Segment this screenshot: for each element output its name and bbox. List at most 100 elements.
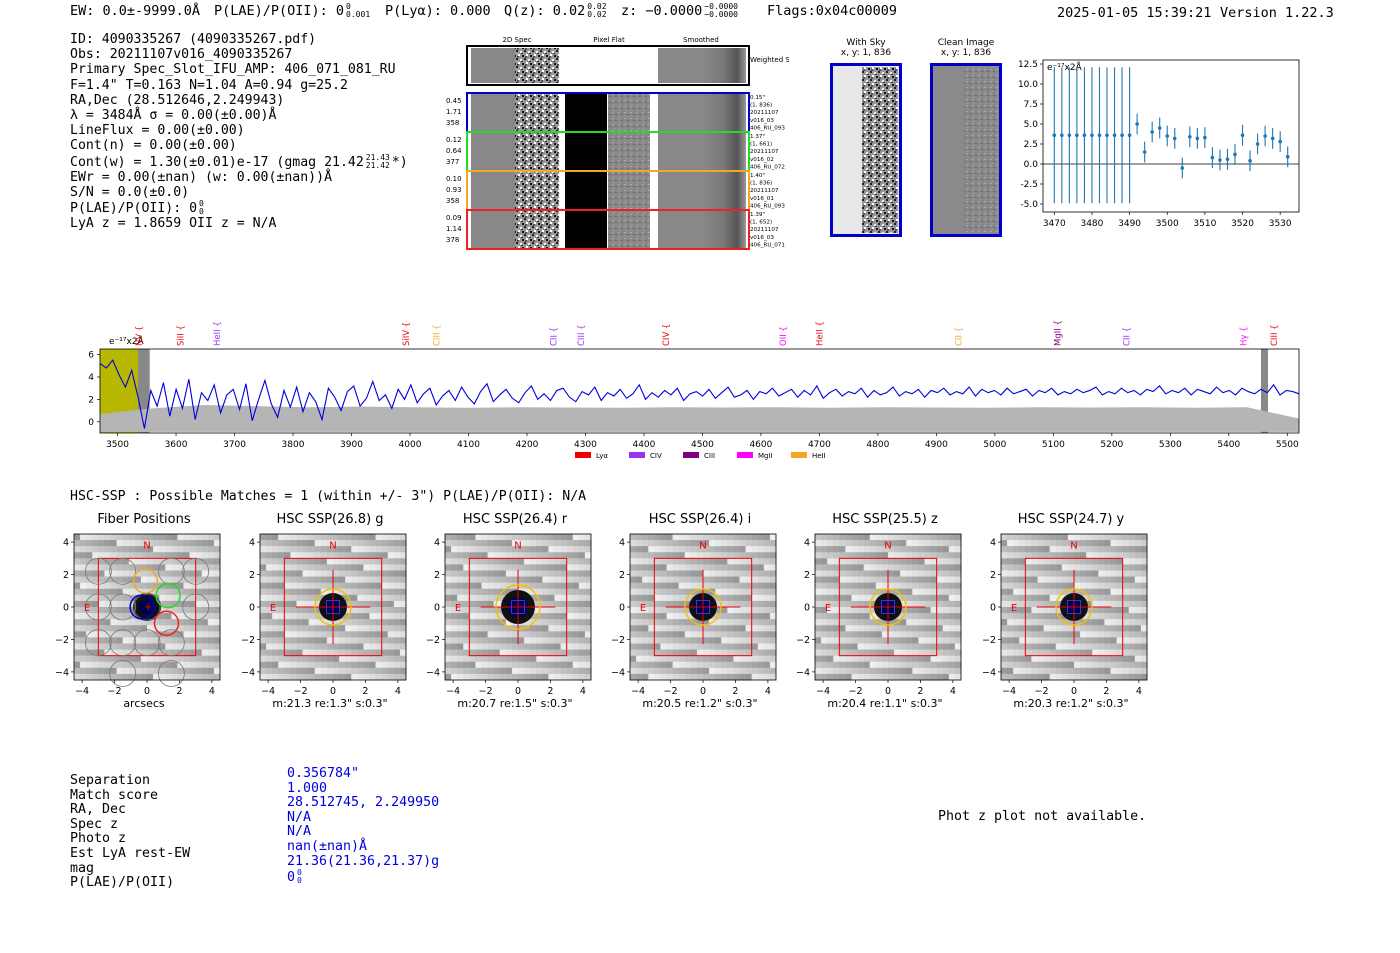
stamp-ytick-label: 2 [990,570,996,581]
stamp-ytick-label: 0 [804,603,810,614]
stamp-xtick-label: 4 [209,686,215,697]
zoom-point [1097,133,1102,137]
stamp-ytick-label: 4 [63,538,69,549]
cutout-row-frame [466,209,750,250]
fiber-circle [109,593,137,621]
full-xtick-label: 4000 [399,440,422,450]
zoom-point [1255,142,1260,146]
fiber-fourth [153,610,180,636]
hsc-matches-line: HSC-SSP : Possible Matches = 1 (within +… [70,489,587,504]
stamp-ytick-label: −2 [611,635,625,646]
fiber-circle [182,593,210,621]
full-xtick-label: 4300 [574,440,597,450]
stamp-ellipse [684,588,722,626]
zoom-xtick-label: 3480 [1080,219,1103,229]
fiber-circle [157,660,185,687]
stamp-xtick-label: −4 [1002,686,1016,697]
zoom-point [1210,155,1215,160]
zoom-point [1157,126,1162,130]
zoom-point [1180,166,1185,170]
cutout-meta: v016_01 [750,196,774,202]
stamp-fiber-box [696,600,710,614]
zoom-point [1082,133,1087,137]
zoom-point [1150,130,1154,134]
full-xtick-label: 4800 [866,440,889,450]
full-ytick-label: 0 [88,418,94,428]
stamp-aperture-box [1024,557,1124,657]
zoom-xtick-label: 3510 [1193,219,1216,229]
stamp-ytick-label: 0 [63,603,69,614]
full-xtick-label: 3900 [340,440,363,450]
stamp-xtick-label: 4 [1136,686,1142,697]
header-plae: P(LAE)/P(OII): 0 0 0.001 [214,2,371,20]
header-flags: Flags:0x04c00009 [767,3,898,19]
zoom-point [1142,150,1147,154]
zoom-point [1135,122,1139,126]
zoom-xtick-label: 3530 [1269,219,1292,229]
stamp-ytick-label: −2 [426,635,440,646]
weighted-sum-row: Weighted Sum [466,45,801,86]
stamp-east-label: E [455,603,461,614]
full-xtick-label: 3500 [106,440,129,450]
full-line-label: CIV { [662,324,672,346]
cutout-meta: 406_RU_093 [750,125,785,131]
info-ewr: EWr = 0.00(±nan) (w: 0.00(±nan))Å [70,169,333,185]
full-line-label: CII { [549,327,559,346]
zoom-point [1203,135,1207,140]
stamp-xtick-label: 4 [580,686,586,697]
zoom-ytick-label: -2.5 [1020,180,1038,190]
fiber-circle [109,629,137,657]
legend-swatch [737,452,753,458]
match-value: nan(±nan)Å [287,838,368,854]
fiber-circle [109,557,137,585]
stamp-source-core [139,599,155,615]
cutout-weight: 1.71 [446,108,462,116]
fiber-circle [84,593,112,621]
stamp-east-label: E [1011,603,1017,614]
zoom-point [1225,157,1230,161]
stamp-xtick-label: 0 [885,686,891,697]
stamp-xtick-label: 4 [950,686,956,697]
stamp-ellipse [314,588,352,626]
full-xtick-label: 4200 [516,440,539,450]
fiber-circle [182,557,210,585]
info-radec: RA,Dec (28.512646,2.249943) [70,92,285,108]
zoom-point [1278,139,1282,144]
clean-coords: x, y: 1, 836 [940,48,992,58]
info-lya: LyA z = 1.8659 OII z = N/A [70,216,277,232]
cutout-meta: (1, 652) [750,220,772,226]
cutout-meta: (1, 836) [750,181,772,187]
zoom-point [1165,134,1170,138]
full-spectrum-line [99,359,1300,429]
stamp-xlabel: arcsecs [123,697,165,710]
zoom-xtick-label: 3490 [1118,219,1141,229]
stamp-xtick-label: −2 [479,686,493,697]
legend-label: CIV [650,452,662,460]
stamp-image: N E −4 −2 0 2 4 4 2 0 −2 −4 [426,533,592,697]
match-value: N/A [287,809,312,825]
full-line-label: Hγ { [1239,326,1249,346]
stamp-xtick-label: 2 [362,686,368,697]
fiber-primary [129,594,155,620]
full-xtick-label: 5500 [1276,440,1299,450]
stamp-east-label: E [84,603,90,614]
zoom-point [1240,133,1245,137]
stamp-ytick-label: 2 [804,570,810,581]
zoom-ytick-label: -5.0 [1020,200,1038,210]
full-line-label: CII { [1122,327,1132,346]
match-label: RA, Dec [70,802,127,818]
full-xtick-label: 3800 [282,440,305,450]
header-qz: Q(z): 0.02 0.02 0.02 [504,2,607,20]
legend-label: MgII [758,452,773,460]
stamp-north-label: N [1070,541,1077,552]
clean-title: Clean Image x, y: 1, 836 [930,38,1002,58]
info-block: ID: 4090335267 (4090335267.pdf) Obs: 202… [70,32,408,232]
match-value: N/A [287,824,312,840]
stamp-xlabel: m:20.5 re:1.2" s:0.3" [642,697,758,710]
cutout-meta: 406_RU_072 [750,164,785,170]
cutout-weight: 0.12 [446,136,462,144]
cutout-row: 0.12 0.64 377 1.37" (1, 661)20211107 v016_024… [446,131,785,172]
cutout-meta: 406_RU_093 [750,203,785,209]
